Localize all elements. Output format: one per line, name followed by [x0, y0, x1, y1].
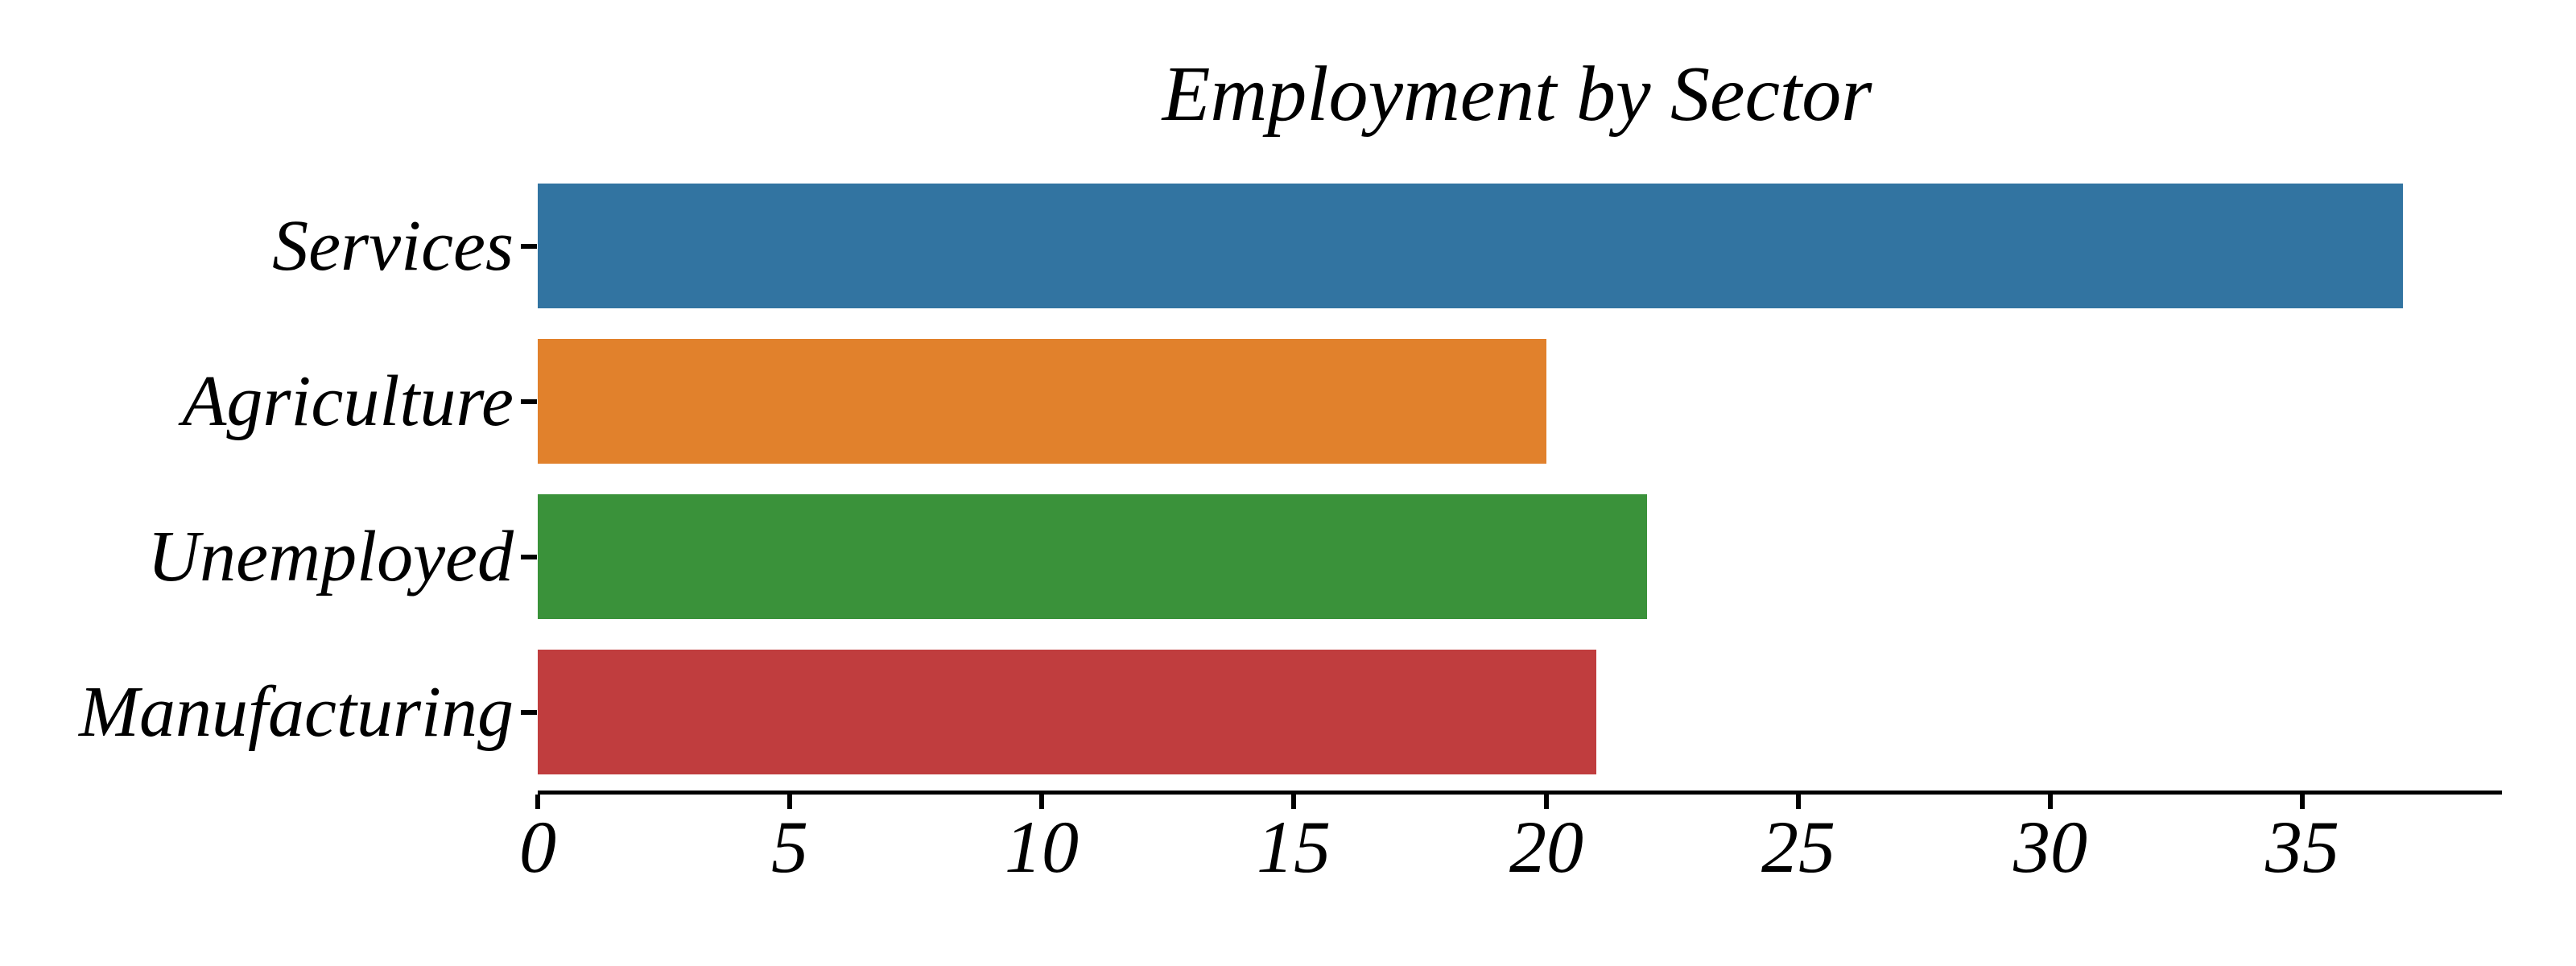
x-tick-15 — [1291, 795, 1296, 809]
x-tick-10 — [1039, 795, 1044, 809]
bar-agriculture — [538, 339, 1546, 464]
y-tick-unemployed — [521, 555, 537, 559]
y-tick-services — [521, 244, 537, 249]
x-tick-label-20: 20 — [1509, 806, 1583, 888]
bar-unemployed — [538, 494, 1647, 619]
x-tick-label-15: 15 — [1257, 806, 1331, 888]
x-tick-label-5: 5 — [771, 806, 808, 888]
x-tick-0 — [535, 795, 540, 809]
x-axis-line — [538, 791, 2502, 795]
x-tick-30 — [2048, 795, 2053, 809]
x-tick-label-10: 10 — [1005, 806, 1079, 888]
x-tick-25 — [1796, 795, 1801, 809]
y-label-services: Services — [272, 206, 514, 286]
y-label-unemployed: Unemployed — [147, 517, 514, 597]
x-tick-5 — [787, 795, 792, 809]
x-tick-20 — [1544, 795, 1549, 809]
plot-area — [538, 168, 2496, 791]
y-label-agriculture: Agriculture — [182, 361, 514, 441]
bar-manufacturing — [538, 650, 1596, 774]
x-tick-35 — [2300, 795, 2305, 809]
x-tick-label-30: 30 — [2013, 806, 2087, 888]
bar-services — [538, 184, 2403, 308]
x-tick-label-35: 35 — [2265, 806, 2339, 888]
y-tick-manufacturing — [521, 710, 537, 715]
y-tick-agriculture — [521, 399, 537, 404]
chart-title: Employment by Sector — [1162, 51, 1872, 138]
x-tick-label-25: 25 — [1761, 806, 1835, 888]
y-label-manufacturing: Manufacturing — [79, 672, 514, 752]
x-tick-label-0: 0 — [519, 806, 556, 888]
